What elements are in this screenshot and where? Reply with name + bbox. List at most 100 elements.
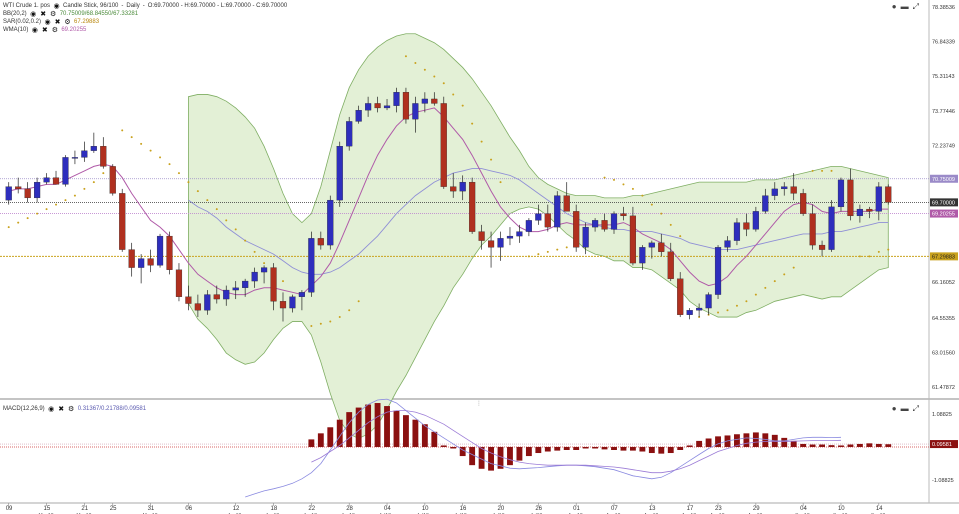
sar-dot	[215, 208, 218, 211]
sar-dot	[338, 316, 341, 319]
macd-histogram-bar	[393, 410, 400, 447]
dot-icon[interactable]: ●	[891, 404, 897, 413]
macd-histogram-bar	[885, 444, 892, 447]
macd-histogram-bar	[828, 445, 835, 447]
candle-body	[696, 307, 703, 311]
date-day-label: 10	[422, 506, 429, 512]
sar-dot	[253, 250, 256, 253]
date-day-label: 28	[346, 506, 353, 512]
macd-histogram-bar	[450, 446, 457, 449]
close-icon[interactable]: ✖	[40, 10, 47, 18]
wma-label: WMA(10)	[3, 27, 29, 33]
sar-dot	[140, 142, 143, 145]
gear-icon[interactable]: ⚙	[68, 405, 75, 413]
sar-label: SAR(0.02,0.2)	[3, 19, 42, 25]
sar-dot	[773, 280, 776, 283]
candle-body	[497, 238, 504, 248]
date-day-label: 13	[649, 506, 656, 512]
sar-dot	[830, 169, 833, 172]
macd-histogram-bar	[734, 434, 740, 447]
macd-histogram-bar	[866, 443, 873, 447]
candle-body	[374, 103, 381, 109]
date-day-label: 20	[498, 506, 505, 512]
macd-histogram-bar	[507, 446, 513, 466]
eye-icon[interactable]: ◉	[44, 18, 51, 26]
sar-dot	[102, 172, 105, 175]
sar-dot	[348, 309, 351, 312]
sar-dot	[92, 181, 95, 184]
date-day-label: 17	[687, 506, 694, 512]
macd-line	[245, 398, 842, 498]
macd-tick-label: 0.09581	[932, 442, 952, 448]
candle-body	[393, 92, 400, 106]
macd-histogram-bar	[639, 446, 646, 452]
bollinger-band-area	[188, 33, 889, 439]
candle-body	[847, 179, 854, 217]
candle-body	[204, 294, 211, 311]
close-icon[interactable]: ✖	[58, 405, 65, 413]
sar-dot	[452, 93, 455, 96]
maximize-icon[interactable]: ⤢	[912, 2, 919, 11]
eye-icon[interactable]: ◉	[53, 2, 60, 10]
candle-body	[800, 193, 807, 214]
macd-histogram-bar	[743, 433, 750, 447]
macd-histogram-bar	[488, 446, 494, 471]
candle-body	[648, 242, 655, 248]
candle-body	[629, 215, 637, 264]
candle-body	[52, 177, 60, 185]
sar-dot	[187, 181, 190, 184]
candle-body	[506, 235, 514, 239]
gear-icon[interactable]: ⚙	[50, 10, 57, 18]
sar-dot	[83, 187, 86, 190]
macd-histogram-bar	[346, 412, 353, 447]
macd-histogram-bar	[355, 407, 362, 447]
date-day-label: 23	[715, 506, 722, 512]
close-icon[interactable]: ✖	[54, 18, 61, 26]
macd-histogram-bar	[412, 419, 419, 447]
candle-body	[771, 188, 778, 196]
eye-icon[interactable]: ◉	[31, 26, 38, 34]
sar-dot	[414, 61, 417, 64]
candle-body	[582, 226, 589, 248]
eye-icon[interactable]: ◉	[30, 10, 37, 18]
maximize-icon[interactable]: ⤢	[912, 404, 919, 413]
macd-histogram-bar	[554, 446, 561, 451]
sar-dot	[64, 199, 67, 202]
macd-tick-label: 1.08825	[932, 412, 952, 418]
candle-body	[450, 186, 457, 192]
macd-histogram-bar	[781, 437, 788, 447]
close-icon[interactable]: ✖	[41, 26, 48, 34]
pane-splitter-handle: ⋮	[476, 400, 482, 407]
date-day-label: 04	[800, 506, 807, 512]
macd-histogram-bar	[601, 446, 608, 450]
date-day-label: 10	[838, 506, 845, 512]
sar-dot	[7, 226, 10, 229]
macd-histogram-bar	[686, 445, 693, 447]
minimize-icon[interactable]: ▬	[900, 404, 909, 413]
sar-dot	[764, 286, 767, 289]
candle-body	[601, 220, 608, 230]
dot-icon[interactable]: ●	[891, 2, 897, 11]
macd-pane-controls: ● ▬ ⤢	[892, 404, 919, 414]
macd-tick-label: -1.08825	[932, 478, 954, 484]
macd-histogram-bar	[459, 446, 466, 457]
sar-dot	[868, 255, 871, 258]
sar-dot	[159, 156, 162, 159]
eye-icon[interactable]: ◉	[48, 405, 55, 413]
sar-dot	[631, 187, 634, 190]
price-tick-label: 61.47872	[932, 385, 955, 391]
minimize-icon[interactable]: ▬	[900, 2, 909, 11]
sar-dot	[244, 239, 247, 242]
gear-icon[interactable]: ⚙	[64, 18, 71, 26]
candle-body	[232, 287, 239, 291]
gear-icon[interactable]: ⚙	[51, 26, 58, 34]
sar-dot	[433, 75, 436, 78]
macd-histogram-bar	[667, 446, 674, 454]
date-day-label: 06	[185, 506, 192, 512]
macd-histogram-bar	[762, 433, 769, 447]
candle-body	[279, 301, 287, 309]
macd-histogram-bar	[497, 446, 504, 469]
candle-body	[100, 146, 107, 167]
macd-histogram-bar	[535, 446, 542, 454]
